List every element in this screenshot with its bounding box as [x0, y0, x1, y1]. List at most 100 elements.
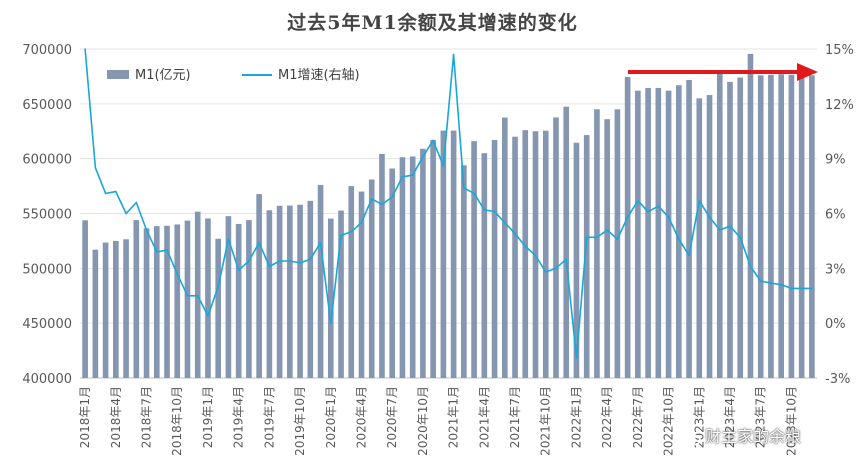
growth-point [708, 216, 711, 218]
bar [747, 53, 754, 379]
growth-point [759, 280, 762, 282]
bar [287, 205, 293, 378]
bar [276, 205, 283, 378]
y-axis-right: 15% 12% 9% 6% 3% 0% -3% [825, 43, 854, 387]
growth-point [135, 201, 138, 204]
growth-point [391, 196, 394, 198]
chart-title: 过去5年M1余额及其增速的变化 [287, 12, 578, 34]
growth-point [514, 232, 516, 235]
growth-point [237, 269, 240, 271]
x-tick-label: 2022年7月 [631, 386, 645, 448]
y-left-tick-label: 650000 [22, 98, 72, 113]
growth-point [473, 192, 475, 195]
bar [491, 140, 498, 378]
bar [624, 77, 631, 378]
growth-point [125, 212, 127, 215]
y-left-tick-label: 450000 [22, 317, 72, 332]
growth-point [626, 216, 629, 218]
bar [215, 238, 222, 378]
bar [450, 130, 457, 378]
y-right-tick-label: 15% [825, 43, 854, 58]
bar [368, 179, 375, 378]
growth-point [463, 187, 465, 189]
growth-point [268, 265, 271, 268]
bar [348, 186, 355, 378]
growth-point [329, 322, 332, 324]
bar [594, 109, 600, 379]
bar [174, 224, 181, 378]
bar [757, 75, 764, 378]
bar [461, 165, 467, 378]
trend-arrow-head [797, 63, 818, 81]
bar [389, 168, 396, 378]
bar [542, 130, 549, 378]
bar [440, 130, 447, 378]
bar [225, 216, 232, 378]
bar [143, 228, 150, 378]
bar [164, 225, 170, 378]
growth-point [299, 262, 301, 264]
bar [809, 75, 815, 378]
bar [645, 87, 651, 378]
growth-point [115, 190, 117, 193]
y-right-tick-label: -3% [825, 372, 850, 387]
y-right-tick-label: 3% [825, 262, 846, 277]
growth-point [790, 287, 793, 290]
growth-point [616, 238, 619, 240]
x-tick-label: 2021年1月 [447, 386, 461, 448]
x-tick-label: 2020年4月 [355, 386, 369, 448]
y-left-tick-label: 500000 [22, 262, 72, 277]
growth-point [811, 287, 813, 290]
x-tick-label: 2019年7月 [262, 386, 276, 448]
legend-label-m1: M1(亿元) [135, 68, 191, 83]
growth-point [596, 236, 598, 239]
growth-point [155, 251, 158, 253]
x-tick-label: 2019年10月 [293, 386, 307, 456]
growth-point [227, 238, 230, 240]
growth-point [432, 139, 434, 142]
x-tick-label: 2023年4月 [723, 386, 737, 448]
bar [153, 226, 160, 378]
growth-point [555, 267, 557, 270]
x-tick-label: 2018年4月 [109, 386, 123, 448]
growth-line [84, 48, 812, 359]
x-tick-label: 2023年7月 [754, 386, 768, 448]
growth-point [217, 285, 219, 288]
bar [338, 210, 344, 378]
bar [604, 119, 610, 378]
legend-label-growth: M1增速(右轴) [278, 68, 360, 83]
bar [205, 218, 211, 378]
bar [614, 109, 621, 379]
bar [686, 80, 692, 378]
bar [317, 184, 324, 378]
y-left-tick-label: 400000 [22, 372, 72, 387]
y-right-tick-label: 9% [825, 153, 846, 168]
bar [133, 220, 140, 378]
growth-point [667, 216, 670, 218]
x-tick-label: 2018年10月 [170, 386, 184, 456]
bar [92, 249, 99, 378]
bar [798, 75, 805, 378]
x-tick-label: 2021年10月 [539, 386, 553, 456]
growth-point [350, 230, 353, 233]
bar [184, 220, 191, 378]
line-series-m1-growth [84, 48, 813, 359]
growth-point [442, 165, 445, 167]
bar [706, 95, 713, 378]
growth-point [637, 199, 639, 202]
x-tick-label: 2018年1月 [78, 386, 92, 448]
y-axis-left: 700000 650000 600000 550000 500000 450000 4000… [22, 43, 72, 387]
growth-point [800, 287, 803, 290]
growth-point [575, 357, 578, 359]
bar [471, 141, 477, 378]
watermark-text: 财主家的余粮 [705, 427, 802, 446]
growth-point [145, 229, 148, 231]
bar [778, 74, 784, 379]
bar [307, 200, 314, 378]
bar [768, 74, 774, 378]
growth-point [360, 221, 363, 224]
y-left-tick-label: 600000 [22, 153, 72, 168]
x-axis: 2018年1月 2018年4月 2018年7月 2018年10月 2019年1月 2019… [78, 386, 798, 456]
growth-point [524, 245, 527, 248]
